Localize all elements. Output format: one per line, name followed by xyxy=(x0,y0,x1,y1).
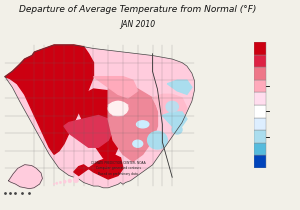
Circle shape xyxy=(68,179,72,183)
Polygon shape xyxy=(94,77,138,98)
Polygon shape xyxy=(108,85,158,161)
Circle shape xyxy=(53,183,55,185)
Polygon shape xyxy=(74,154,123,179)
Polygon shape xyxy=(74,89,123,161)
Bar xyxy=(254,42,266,55)
Text: CLIMATE PREDICTION CENTER, NOAA
Computer generated contours
Based on preliminary: CLIMATE PREDICTION CENTER, NOAA Computer… xyxy=(91,161,146,176)
Circle shape xyxy=(59,181,62,184)
Text: JAN 2010: JAN 2010 xyxy=(120,20,156,29)
Ellipse shape xyxy=(172,125,182,134)
Polygon shape xyxy=(5,45,194,188)
Bar xyxy=(254,55,266,67)
Bar xyxy=(254,130,266,143)
Circle shape xyxy=(56,182,58,184)
Bar xyxy=(254,105,266,118)
Ellipse shape xyxy=(148,131,167,149)
Polygon shape xyxy=(162,112,187,126)
Circle shape xyxy=(63,180,66,183)
Ellipse shape xyxy=(133,140,143,147)
Bar xyxy=(254,155,266,168)
Polygon shape xyxy=(64,116,113,147)
Bar xyxy=(254,92,266,105)
Ellipse shape xyxy=(166,101,178,112)
Text: Departure of Average Temperature from Normal (°F): Departure of Average Temperature from No… xyxy=(19,5,257,14)
Polygon shape xyxy=(152,94,187,123)
Polygon shape xyxy=(8,165,42,189)
Bar xyxy=(254,67,266,80)
Ellipse shape xyxy=(136,121,149,128)
Polygon shape xyxy=(167,80,192,94)
Circle shape xyxy=(73,176,79,183)
Polygon shape xyxy=(108,101,128,116)
Bar xyxy=(254,80,266,92)
Bar xyxy=(254,143,266,155)
Ellipse shape xyxy=(108,101,128,116)
Bar xyxy=(254,118,266,130)
Polygon shape xyxy=(5,45,94,154)
